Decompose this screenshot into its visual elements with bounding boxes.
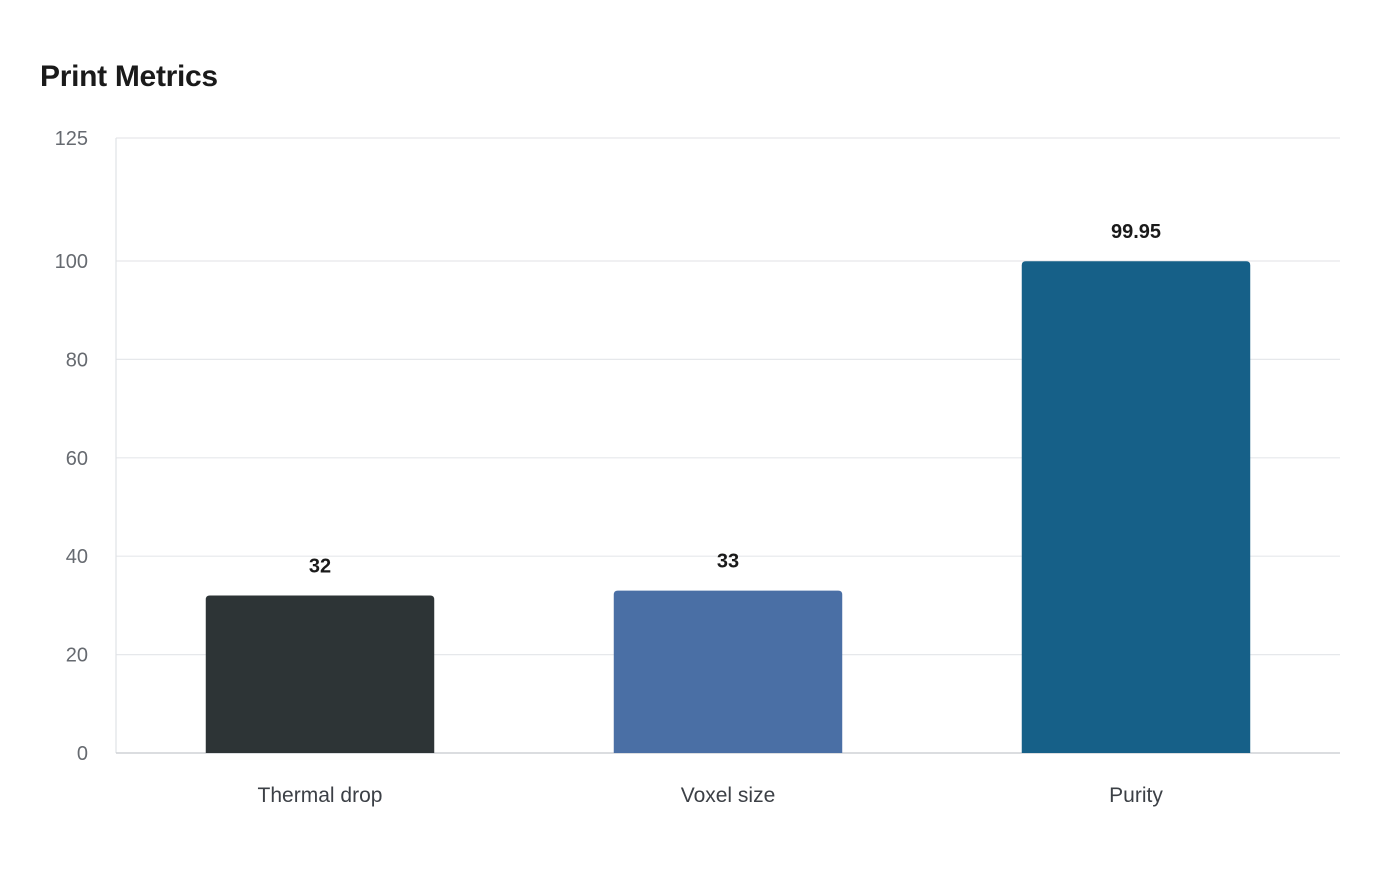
- data-label: 33: [717, 551, 739, 573]
- y-tick-label: 100: [55, 251, 88, 273]
- bar: [1021, 261, 1251, 753]
- y-tick-label: 20: [66, 645, 88, 667]
- bar: [613, 590, 843, 753]
- y-tick-label: 80: [66, 349, 88, 371]
- category-labels: Thermal drop Voxel size Purity: [258, 784, 1164, 807]
- chart-title: Print Metrics: [40, 60, 218, 93]
- category-label: Thermal drop: [258, 784, 383, 807]
- y-tick-label: 40: [66, 546, 88, 568]
- y-tick-label: 0: [77, 743, 88, 765]
- data-label: 32: [309, 556, 331, 578]
- y-tick-label: 125: [55, 128, 88, 150]
- bar: [205, 595, 435, 753]
- data-labels: 32 33 99.95: [309, 221, 1161, 577]
- y-tick-labels: 0 20 40 60 80 100 125: [55, 128, 88, 765]
- category-label: Voxel size: [681, 784, 776, 807]
- category-label: Purity: [1109, 784, 1163, 807]
- y-tick-label: 60: [66, 448, 88, 470]
- bars: [205, 261, 1251, 753]
- data-label: 99.95: [1111, 221, 1161, 243]
